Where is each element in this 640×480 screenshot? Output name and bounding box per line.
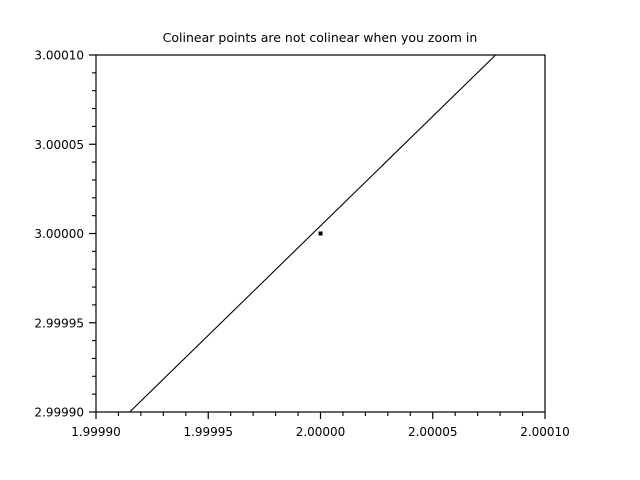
y-axis-tick-labels: 2.99990 2.99995 3.00000 3.00005 3.00010 xyxy=(34,49,84,420)
data-marker-layer xyxy=(318,231,323,236)
data-series-layer xyxy=(129,55,496,412)
y-axis-major-ticks xyxy=(89,54,96,413)
x-axis-minor-ticks xyxy=(117,412,524,416)
y-axis-minor-ticks xyxy=(92,72,96,395)
y-tick-label-1: 2.99995 xyxy=(34,316,84,330)
x-axis-major-ticks xyxy=(95,412,546,419)
y-tick-label-0: 2.99990 xyxy=(34,406,84,420)
y-tick-label-4: 3.00010 xyxy=(34,49,84,63)
x-tick-label-4: 2.00010 xyxy=(520,425,570,439)
x-axis-tick-labels: 1.99990 1.99995 2.00000 2.00005 2.00010 xyxy=(71,425,570,439)
series-line-0 xyxy=(129,55,496,412)
x-tick-label-3: 2.00005 xyxy=(408,425,458,439)
x-tick-label-0: 1.99990 xyxy=(71,425,121,439)
x-tick-label-2: 2.00000 xyxy=(296,425,346,439)
chart-title: Colinear points are not colinear when yo… xyxy=(163,30,478,45)
x-tick-label-1: 1.99995 xyxy=(183,425,233,439)
y-tick-label-2: 3.00000 xyxy=(34,227,84,241)
y-tick-label-3: 3.00005 xyxy=(34,138,84,152)
center-point xyxy=(318,231,323,236)
